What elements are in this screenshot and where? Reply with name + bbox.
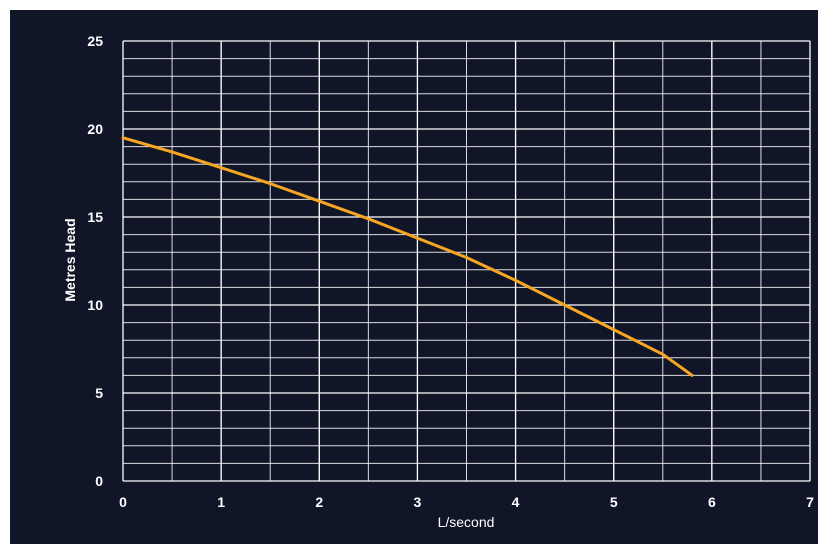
y-tick-label: 5 bbox=[95, 385, 103, 401]
x-tick-label: 0 bbox=[119, 494, 127, 510]
x-tick-label: 6 bbox=[708, 494, 716, 510]
series-group bbox=[121, 136, 694, 377]
y-axis-title: Metres Head bbox=[62, 218, 78, 301]
minor-gridlines bbox=[122, 40, 811, 482]
x-tick-label: 5 bbox=[610, 494, 618, 510]
y-tick-label: 0 bbox=[95, 473, 103, 489]
x-tick-label: 2 bbox=[315, 494, 323, 510]
series-line-0 bbox=[121, 136, 694, 377]
y-tick-label: 10 bbox=[87, 297, 103, 313]
x-tick-label: 7 bbox=[806, 494, 814, 510]
chart-panel bbox=[10, 10, 818, 544]
major-gridlines bbox=[122, 40, 811, 482]
x-tick-label: 3 bbox=[414, 494, 422, 510]
y-tick-label: 15 bbox=[87, 209, 103, 225]
x-tick-label: 4 bbox=[512, 494, 520, 510]
y-tick-labels: 0 5 10 15 20 25 bbox=[87, 33, 103, 489]
x-tick-labels: 0 1 2 3 4 5 6 7 bbox=[119, 494, 814, 510]
y-tick-label: 20 bbox=[87, 121, 103, 137]
x-axis-title: L/second bbox=[438, 514, 495, 530]
y-tick-label: 25 bbox=[87, 33, 103, 49]
x-tick-label: 1 bbox=[217, 494, 225, 510]
